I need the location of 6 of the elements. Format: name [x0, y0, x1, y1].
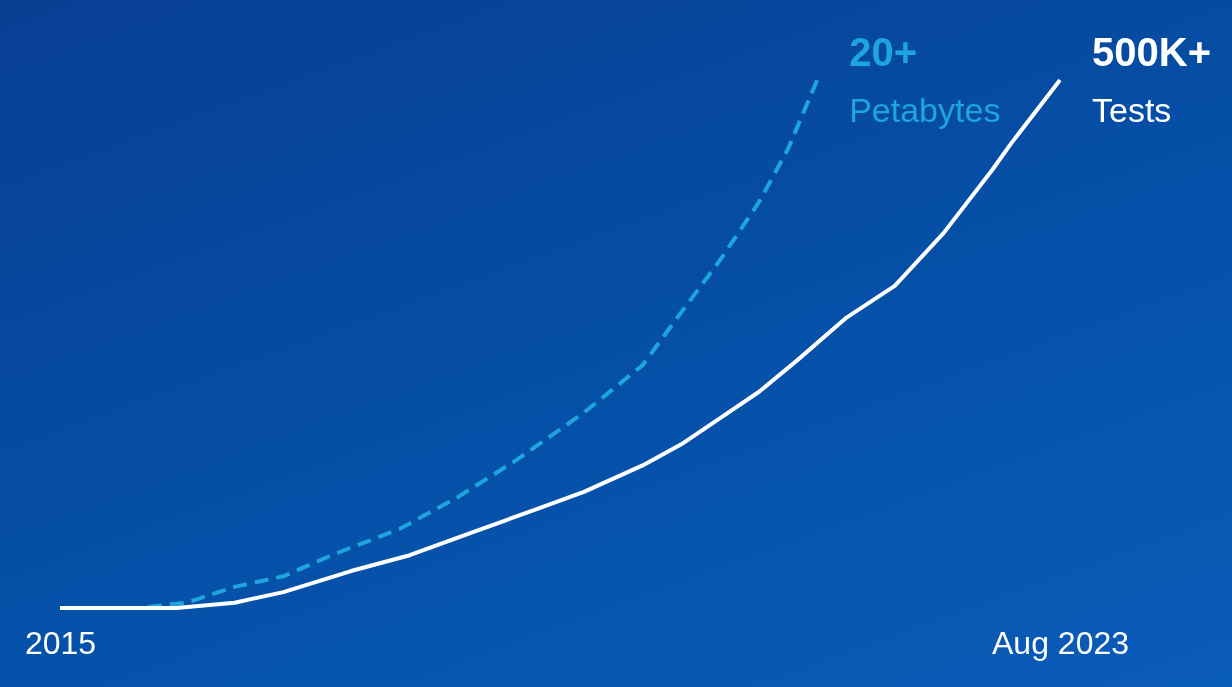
x-tick-label: 2015	[24, 624, 97, 661]
annotation: 500K+	[1092, 30, 1211, 74]
x-tick-label: Aug 2023	[991, 624, 1130, 661]
annotation: 20+	[849, 30, 918, 74]
series-label: Petabytes	[849, 91, 1001, 129]
series-label: Tests	[1092, 91, 1172, 129]
